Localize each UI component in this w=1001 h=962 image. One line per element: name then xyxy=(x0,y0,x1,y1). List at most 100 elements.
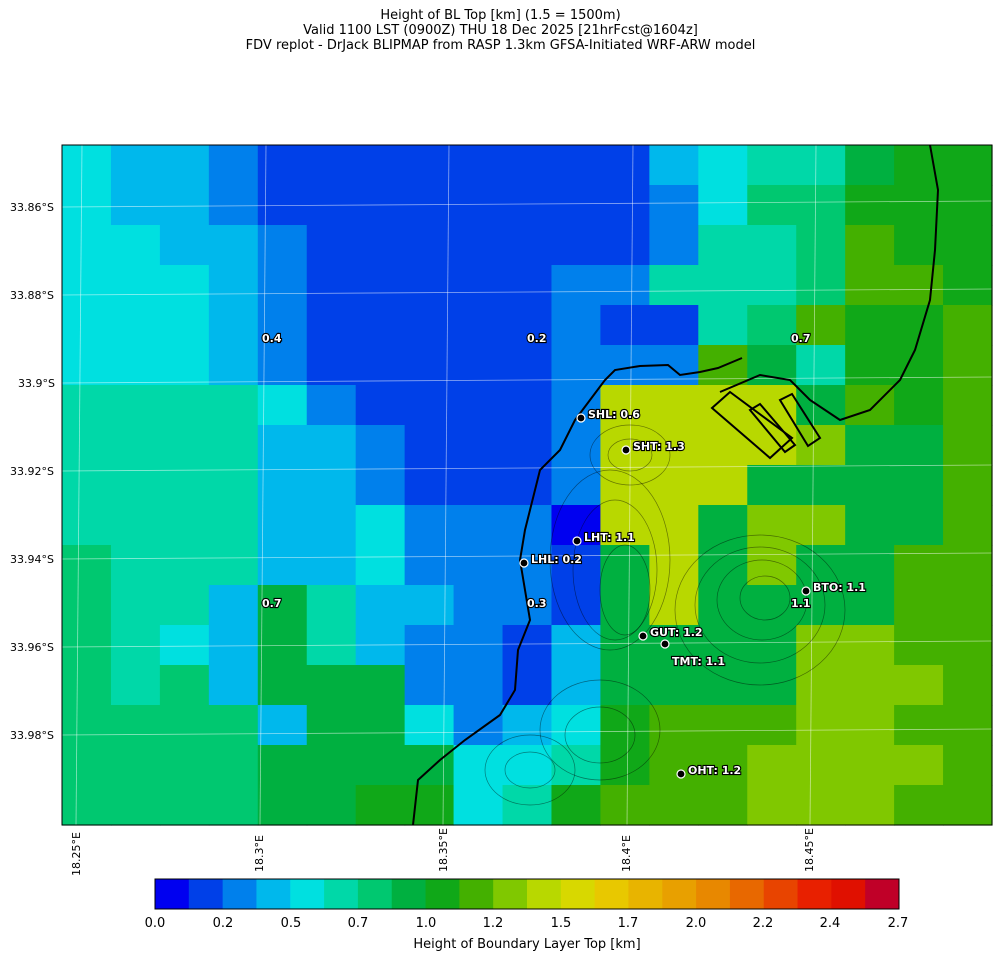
grid-cell xyxy=(894,465,944,506)
station-gut[interactable]: GUT: 1.2 xyxy=(638,625,704,641)
grid-cell xyxy=(796,465,846,506)
grid-cell xyxy=(257,545,308,586)
grid-cell xyxy=(747,705,797,746)
station-label: SHT: 1.3 xyxy=(633,440,685,453)
colorbar-swatch xyxy=(188,879,224,909)
grid-cell xyxy=(943,265,993,306)
grid-cell xyxy=(698,705,748,746)
grid-cell xyxy=(943,545,993,586)
station-marker[interactable] xyxy=(660,639,670,649)
grid-cell xyxy=(894,425,944,466)
grid-cell xyxy=(355,665,406,706)
grid-cell xyxy=(698,585,748,626)
station-marker[interactable] xyxy=(638,631,648,641)
contour xyxy=(739,575,791,621)
grid-cell xyxy=(208,265,259,306)
grid-cell xyxy=(355,545,406,586)
grid-cell xyxy=(208,145,259,186)
lon-label: 18.3°E xyxy=(253,835,266,872)
colorbar-tick-label: 2.0 xyxy=(686,916,707,931)
colorbar-title: Height of Boundary Layer Top [km] xyxy=(413,937,640,952)
grid-cell xyxy=(649,705,699,746)
grid-cell xyxy=(110,185,161,226)
grid-cell xyxy=(355,385,406,426)
colorbar-tick-label: 2.4 xyxy=(820,916,841,931)
grid-cell xyxy=(600,745,650,786)
colorbar-swatch xyxy=(594,879,629,909)
grid-cell xyxy=(502,425,553,466)
colorbar-swatch xyxy=(290,879,325,909)
grid-cell xyxy=(306,665,357,706)
station-marker[interactable] xyxy=(676,769,686,779)
grid-cell xyxy=(502,345,553,386)
station-marker[interactable] xyxy=(519,558,529,568)
grid-cell xyxy=(551,305,602,346)
station-marker[interactable] xyxy=(576,413,586,423)
station-sht[interactable]: SHT: 1.3 xyxy=(621,439,686,455)
grid-cell xyxy=(404,625,455,666)
latitude-labels: 33.86°S 33.88°S 33.9°S 33.92°S 33.94°S 3… xyxy=(10,201,55,742)
station-lhl[interactable]: LHL: 0.2 xyxy=(519,552,583,568)
grid-cell xyxy=(551,545,602,586)
grid-cell xyxy=(208,465,259,506)
grid-cell xyxy=(649,545,699,586)
grid-cell xyxy=(502,265,553,306)
colorbar-swatch xyxy=(222,879,257,909)
grid-cell xyxy=(600,625,650,666)
station-tmt[interactable]: TMT: 1.1 xyxy=(660,639,726,669)
colorbar-frame xyxy=(154,878,900,910)
grid-cell xyxy=(943,505,993,546)
station-lht[interactable]: LHT: 1.1 xyxy=(572,530,636,546)
grid-cell xyxy=(404,465,455,506)
grid-cell xyxy=(62,625,112,666)
graticule-lat-4 xyxy=(61,464,993,472)
station-marker[interactable] xyxy=(801,586,811,596)
lon-label: 18.4°E xyxy=(620,835,633,872)
grid-cell xyxy=(943,185,993,226)
grid-cell xyxy=(894,505,944,546)
graticule-lat-7 xyxy=(61,728,993,736)
grid-cell xyxy=(257,665,308,706)
lat-label: 33.9°S xyxy=(18,377,55,390)
station-marker[interactable] xyxy=(572,536,582,546)
station-shl[interactable]: SHL: 0.6 xyxy=(576,407,641,423)
grid-cell xyxy=(747,785,797,826)
station-bto[interactable]: BTO: 1.1 xyxy=(801,580,867,596)
breakwater-3 xyxy=(778,392,822,448)
colorbar-swatch xyxy=(493,879,528,909)
grid-cell xyxy=(208,185,259,226)
colorbar-swatch xyxy=(527,879,562,909)
grid-cell xyxy=(62,425,112,466)
station-oht[interactable]: OHT: 1.2 xyxy=(676,763,742,779)
grid-cell xyxy=(453,265,504,306)
colorbar-swatch xyxy=(729,879,765,909)
graticule-lat-2 xyxy=(61,288,993,296)
grid-cell xyxy=(894,585,944,626)
grid-cell xyxy=(208,585,259,626)
grid-cell xyxy=(894,625,944,666)
grid-cell xyxy=(943,385,993,426)
grid-cell xyxy=(845,145,895,186)
region-value: 0.4 xyxy=(262,332,282,345)
grid-cell xyxy=(698,145,748,186)
grid-cell xyxy=(747,625,797,666)
grid-cell xyxy=(159,385,210,426)
grid-cell xyxy=(943,225,993,266)
grid-cell xyxy=(62,545,112,586)
colorbar-swatch xyxy=(628,879,663,909)
station-marker[interactable] xyxy=(621,445,631,455)
title-line-3: FDV replot - DrJack BLIPMAP from RASP 1.… xyxy=(245,38,756,53)
grid-cell xyxy=(600,145,650,186)
grid-cell xyxy=(845,385,895,426)
grid-cell xyxy=(306,465,357,506)
grid-cell xyxy=(208,345,259,386)
grid-cell xyxy=(404,705,455,746)
grid-cell xyxy=(698,305,748,346)
region-value: 0.3 xyxy=(527,597,547,610)
grid-cell xyxy=(698,225,748,266)
lat-label: 33.86°S xyxy=(10,201,54,214)
lon-label: 18.35°E xyxy=(437,828,450,872)
grid-cell xyxy=(894,745,944,786)
grid-cell xyxy=(845,545,895,586)
grid-cell xyxy=(208,505,259,546)
